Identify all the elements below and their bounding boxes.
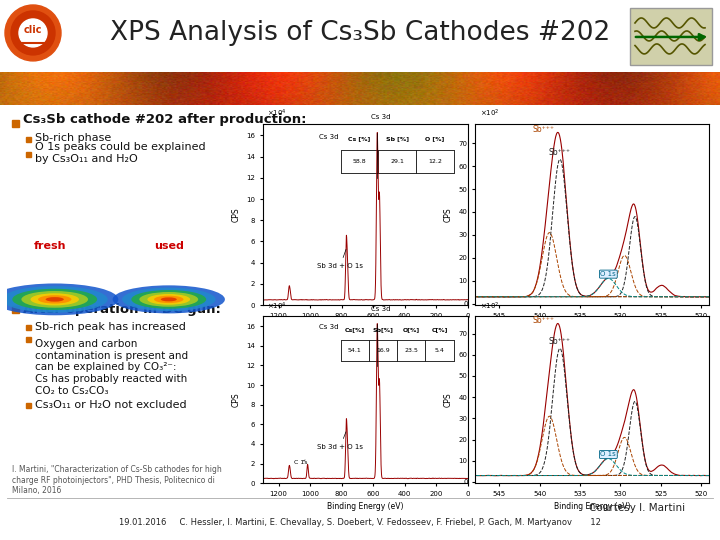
Text: Courtesy I. Martini: Courtesy I. Martini	[589, 503, 685, 513]
Text: Cs[%]: Cs[%]	[345, 327, 365, 332]
Ellipse shape	[148, 294, 190, 305]
Text: Sb⁺⁺⁺: Sb⁺⁺⁺	[533, 316, 555, 325]
Bar	[379, 151, 416, 173]
Bar	[369, 340, 397, 361]
Ellipse shape	[131, 290, 206, 309]
Bar	[397, 340, 426, 361]
Text: 54.1: 54.1	[348, 348, 361, 353]
Text: Cs 3d: Cs 3d	[371, 306, 390, 312]
Bar	[426, 340, 454, 361]
FancyBboxPatch shape	[630, 8, 712, 65]
Bar	[26, 337, 31, 342]
Bar	[12, 120, 19, 127]
Bar	[26, 152, 31, 157]
Bar	[26, 137, 31, 142]
Text: 16.9: 16.9	[377, 348, 390, 353]
Text: I. Martini, "Characterization of Cs-Sb cathodes for high
charge RF photoinjector: I. Martini, "Characterization of Cs-Sb c…	[12, 465, 222, 495]
X-axis label: Binding Energy (eV): Binding Energy (eV)	[327, 325, 404, 333]
Circle shape	[19, 19, 47, 47]
Text: Cs 3d: Cs 3d	[371, 114, 390, 120]
Bar	[26, 325, 31, 330]
Text: O[%]: O[%]	[402, 327, 420, 332]
Circle shape	[5, 5, 61, 61]
Text: $\times 10^4$: $\times 10^4$	[267, 108, 287, 119]
Bar	[416, 151, 454, 173]
Text: 12.2: 12.2	[428, 159, 442, 164]
Text: 5.4: 5.4	[435, 348, 444, 353]
X-axis label: Binding Energy (eV): Binding Energy (eV)	[554, 503, 631, 511]
Ellipse shape	[0, 284, 118, 315]
Text: O 1s peaks could be explained
by Cs₃O₁₁ and H₂O: O 1s peaks could be explained by Cs₃O₁₁ …	[35, 143, 206, 164]
Ellipse shape	[12, 289, 97, 310]
Text: 23.5: 23.5	[405, 348, 418, 353]
Bar	[397, 340, 426, 361]
Bar	[341, 151, 379, 173]
Text: $\times 10^4$: $\times 10^4$	[267, 300, 287, 312]
Text: Oxygen and carbon
contamination is present and
can be explained by CO₃²⁻:
Cs has: Oxygen and carbon contamination is prese…	[35, 339, 188, 396]
Ellipse shape	[38, 295, 71, 303]
Text: C[%]: C[%]	[431, 327, 448, 332]
Text: Sb⁺⁺⁺: Sb⁺⁺⁺	[533, 125, 555, 134]
Text: $\times 10^2$: $\times 10^2$	[480, 300, 500, 312]
Text: used: used	[154, 241, 184, 251]
Y-axis label: CPS: CPS	[232, 207, 240, 222]
Text: 58.8: 58.8	[353, 159, 366, 164]
Ellipse shape	[140, 292, 198, 307]
Ellipse shape	[22, 291, 88, 308]
Text: fresh: fresh	[34, 241, 66, 251]
Ellipse shape	[45, 297, 64, 302]
Bar	[369, 340, 397, 361]
Text: Sb 3d + O 1s: Sb 3d + O 1s	[317, 432, 363, 450]
Ellipse shape	[122, 288, 215, 311]
Text: Cs₃O₁₁ or H₂O not excluded: Cs₃O₁₁ or H₂O not excluded	[35, 400, 186, 410]
Bar	[426, 340, 454, 361]
Text: Cs 3d: Cs 3d	[319, 134, 338, 140]
Bar	[26, 403, 31, 408]
Bar	[12, 306, 19, 313]
Ellipse shape	[30, 293, 79, 306]
Text: Cs₃Sb cathode #202 after production:: Cs₃Sb cathode #202 after production:	[23, 113, 307, 126]
Text: XPS Analysis of Cs₃Sb Cathodes #202: XPS Analysis of Cs₃Sb Cathodes #202	[110, 20, 610, 46]
Text: Sb[%]: Sb[%]	[373, 327, 394, 332]
Ellipse shape	[1, 286, 108, 313]
Text: Sb-rich phase: Sb-rich phase	[35, 133, 112, 143]
Bar	[341, 151, 379, 173]
Ellipse shape	[154, 296, 184, 303]
Text: Sb 3d + O 1s: Sb 3d + O 1s	[317, 249, 363, 269]
Text: O [%]: O [%]	[426, 137, 444, 141]
X-axis label: Binding Energy (eV): Binding Energy (eV)	[554, 325, 631, 333]
Y-axis label: CPS: CPS	[232, 392, 240, 407]
Text: Sb [%]: Sb [%]	[386, 137, 409, 141]
Text: Sb⁺⁺⁺: Sb⁺⁺⁺	[549, 337, 571, 346]
Circle shape	[11, 11, 55, 55]
Bar	[341, 340, 369, 361]
Text: C 1s: C 1s	[294, 460, 307, 464]
Text: After operation in DC gun:: After operation in DC gun:	[23, 303, 221, 316]
Text: 19.01.2016     C. Hessler, I. Martini, E. Chevallay, S. Doebert, V. Fedosseev, F: 19.01.2016 C. Hessler, I. Martini, E. Ch…	[119, 517, 601, 526]
Y-axis label: CPS: CPS	[444, 207, 453, 222]
Text: Cs [%]: Cs [%]	[348, 137, 371, 141]
Ellipse shape	[161, 298, 177, 301]
Text: Cs 3d: Cs 3d	[319, 325, 338, 330]
Text: O 1s: O 1s	[600, 271, 616, 277]
Bar	[379, 151, 416, 173]
Text: clic: clic	[24, 25, 42, 35]
Text: O 1s: O 1s	[600, 451, 616, 457]
Text: Sb⁺⁺⁺: Sb⁺⁺⁺	[549, 148, 571, 157]
Bar	[341, 340, 369, 361]
Y-axis label: CPS: CPS	[444, 392, 453, 407]
Text: 29.1: 29.1	[390, 159, 404, 164]
Ellipse shape	[112, 285, 225, 313]
Text: Sb-rich peak has increased: Sb-rich peak has increased	[35, 322, 186, 332]
Text: $\times 10^2$: $\times 10^2$	[480, 108, 500, 119]
Bar	[416, 151, 454, 173]
X-axis label: Binding Energy (eV): Binding Energy (eV)	[327, 503, 404, 511]
